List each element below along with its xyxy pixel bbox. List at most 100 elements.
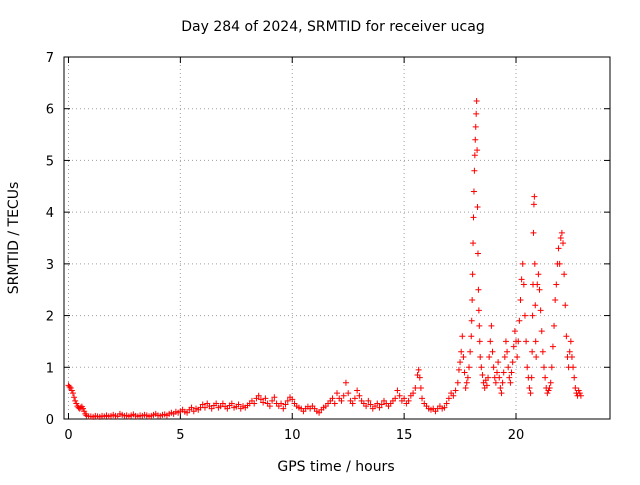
data-point: [551, 322, 558, 329]
data-point: [228, 400, 235, 407]
data-point: [219, 400, 226, 407]
data-point: [416, 374, 423, 381]
y-tick-label: 2: [46, 310, 54, 325]
data-point: [468, 333, 475, 340]
y-tick-label: 0: [46, 413, 54, 428]
data-point: [376, 404, 383, 411]
data-point: [498, 390, 505, 397]
data-point: [410, 390, 417, 397]
data-point: [257, 396, 264, 403]
data-point: [445, 395, 452, 402]
data-point: [570, 364, 577, 371]
data-point: [470, 188, 477, 195]
data-point: [505, 364, 512, 371]
data-point: [509, 359, 516, 366]
data-point: [518, 276, 525, 283]
data-point: [452, 387, 459, 394]
data-point: [260, 399, 267, 406]
data-point: [251, 400, 258, 407]
data-point: [492, 379, 499, 386]
data-point: [557, 235, 564, 241]
data-point: [199, 401, 206, 408]
data-point: [469, 297, 476, 304]
data-point: [331, 400, 338, 407]
data-point: [329, 395, 336, 402]
data-points: [65, 97, 584, 420]
data-point: [472, 136, 479, 143]
data-point: [496, 374, 503, 381]
data-point: [527, 390, 534, 397]
data-point: [471, 152, 478, 159]
data-point: [367, 401, 374, 408]
data-point: [479, 372, 486, 379]
data-point: [69, 390, 76, 397]
data-point: [184, 409, 191, 416]
data-point: [363, 403, 370, 410]
data-point: [450, 392, 457, 399]
data-point: [478, 364, 485, 371]
data-point: [415, 366, 422, 373]
data-point: [547, 379, 554, 386]
data-point: [531, 260, 538, 267]
data-point: [475, 286, 482, 293]
data-point: [474, 250, 481, 257]
data-point: [523, 338, 530, 345]
data-point: [345, 390, 352, 397]
data-point: [454, 379, 461, 386]
data-point: [463, 379, 470, 386]
data-point: [271, 394, 278, 401]
data-point: [280, 405, 287, 412]
data-point: [572, 384, 579, 391]
data-point: [549, 343, 556, 350]
data-point: [485, 374, 492, 381]
data-point: [533, 353, 540, 360]
data-point: [201, 404, 208, 411]
data-point: [576, 390, 583, 397]
data-point: [188, 404, 195, 411]
data-point: [515, 338, 522, 345]
data-point: [577, 392, 584, 399]
data-point: [396, 392, 403, 399]
data-point: [508, 369, 515, 376]
data-point: [531, 193, 538, 200]
data-point: [563, 333, 570, 340]
data-point: [501, 353, 508, 360]
y-tick-label: 4: [46, 206, 54, 221]
data-point: [67, 384, 74, 391]
data-point: [506, 374, 513, 381]
data-point: [548, 364, 555, 371]
data-point: [532, 302, 539, 309]
data-point: [511, 328, 518, 335]
data-point: [354, 387, 361, 394]
data-point: [556, 260, 563, 267]
data-point: [282, 401, 289, 408]
data-point: [469, 271, 476, 278]
data-point: [500, 369, 507, 376]
data-point: [457, 359, 464, 366]
data-point: [476, 338, 483, 345]
data-point: [338, 397, 345, 404]
data-point: [540, 364, 547, 371]
y-tick-label: 7: [46, 51, 54, 66]
data-point: [66, 383, 73, 390]
data-point: [476, 322, 483, 329]
data-point: [405, 397, 412, 404]
data-point: [546, 384, 553, 391]
data-point: [517, 297, 524, 304]
data-point: [504, 348, 511, 355]
data-point: [490, 364, 497, 371]
data-point: [334, 390, 340, 397]
chart-title: Day 284 of 2024, SRMTID for receiver uca…: [181, 19, 484, 35]
x-tick-label: 5: [176, 428, 184, 443]
x-tick-label: 10: [284, 428, 301, 443]
data-point: [213, 400, 220, 407]
data-point: [73, 400, 80, 407]
data-point: [467, 348, 474, 355]
data-point: [477, 353, 484, 360]
data-point: [284, 397, 291, 404]
data-point: [289, 396, 296, 403]
data-point: [417, 384, 424, 391]
y-tick-label: 1: [46, 361, 54, 376]
